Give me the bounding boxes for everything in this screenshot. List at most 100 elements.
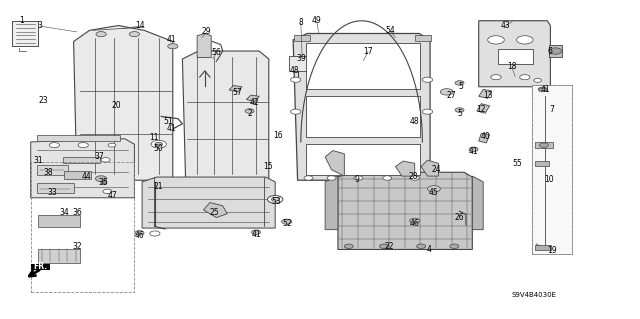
Text: 29: 29 xyxy=(202,27,212,36)
Text: 44: 44 xyxy=(81,172,92,181)
Circle shape xyxy=(291,77,301,82)
Circle shape xyxy=(422,109,433,114)
Text: 9: 9 xyxy=(355,175,360,184)
Text: 50: 50 xyxy=(154,144,164,153)
Polygon shape xyxy=(74,26,173,180)
Bar xyxy=(535,245,551,250)
Text: 48: 48 xyxy=(289,66,300,75)
Polygon shape xyxy=(479,89,492,98)
Circle shape xyxy=(549,48,562,54)
Polygon shape xyxy=(293,33,430,180)
Circle shape xyxy=(49,143,60,148)
Circle shape xyxy=(304,176,313,180)
Text: 48: 48 xyxy=(410,117,420,126)
Bar xyxy=(535,161,549,166)
Circle shape xyxy=(291,109,301,114)
Circle shape xyxy=(383,176,392,180)
Bar xyxy=(415,35,431,41)
Bar xyxy=(12,21,38,46)
Circle shape xyxy=(428,186,440,192)
Circle shape xyxy=(540,143,548,147)
Circle shape xyxy=(539,88,547,92)
Text: 41: 41 xyxy=(540,85,550,94)
Polygon shape xyxy=(182,51,269,180)
Text: 36: 36 xyxy=(72,208,82,217)
Text: 25: 25 xyxy=(209,208,220,217)
Text: 14: 14 xyxy=(134,21,145,30)
Text: 37: 37 xyxy=(94,152,104,161)
Text: 20: 20 xyxy=(111,101,122,110)
Bar xyxy=(38,215,80,227)
Circle shape xyxy=(488,36,504,44)
Bar xyxy=(64,171,91,179)
Text: 47: 47 xyxy=(107,191,117,200)
Circle shape xyxy=(282,219,292,224)
Text: FR.: FR. xyxy=(33,262,47,271)
Circle shape xyxy=(520,75,530,80)
Bar xyxy=(498,49,533,64)
Text: 53: 53 xyxy=(271,197,282,206)
Polygon shape xyxy=(246,95,259,101)
Circle shape xyxy=(380,244,388,249)
Text: 41: 41 xyxy=(468,147,479,156)
Circle shape xyxy=(108,143,116,147)
Circle shape xyxy=(516,36,533,44)
Text: 42: 42 xyxy=(250,98,260,107)
Circle shape xyxy=(450,244,459,249)
Text: 19: 19 xyxy=(547,246,557,255)
Circle shape xyxy=(135,231,144,235)
Circle shape xyxy=(491,75,501,80)
Text: 28: 28 xyxy=(408,172,417,181)
Text: 16: 16 xyxy=(273,131,284,140)
Text: 8: 8 xyxy=(298,18,303,27)
Polygon shape xyxy=(338,172,472,249)
Bar xyxy=(532,85,572,254)
Bar xyxy=(31,264,50,270)
Circle shape xyxy=(103,189,112,194)
Polygon shape xyxy=(204,203,227,218)
Bar xyxy=(532,85,572,254)
Text: 7: 7 xyxy=(549,105,554,114)
Text: 15: 15 xyxy=(262,162,273,171)
Text: 41: 41 xyxy=(166,124,177,133)
Text: 40: 40 xyxy=(480,132,490,141)
Text: 11: 11 xyxy=(149,133,158,142)
Polygon shape xyxy=(396,161,415,176)
Circle shape xyxy=(129,32,140,37)
Circle shape xyxy=(96,32,106,37)
Circle shape xyxy=(410,218,420,223)
Text: 46: 46 xyxy=(134,231,145,240)
Circle shape xyxy=(271,197,279,201)
Text: 45: 45 xyxy=(429,188,439,197)
Text: 2: 2 xyxy=(247,109,252,118)
Polygon shape xyxy=(31,139,134,198)
Bar xyxy=(306,43,420,89)
Circle shape xyxy=(354,176,363,180)
Bar xyxy=(37,135,120,141)
Circle shape xyxy=(534,78,541,82)
Circle shape xyxy=(245,109,254,113)
Bar xyxy=(38,249,80,263)
Text: 5: 5 xyxy=(458,82,463,91)
Text: 18: 18 xyxy=(508,63,516,71)
Text: 31: 31 xyxy=(33,156,44,165)
Text: 51: 51 xyxy=(163,117,173,126)
Text: 6: 6 xyxy=(548,47,553,56)
Circle shape xyxy=(538,87,547,92)
Text: 34: 34 xyxy=(59,208,69,217)
Polygon shape xyxy=(477,104,490,113)
Circle shape xyxy=(168,44,178,49)
Circle shape xyxy=(327,176,336,180)
Circle shape xyxy=(100,181,107,184)
Circle shape xyxy=(268,196,283,203)
Text: 41: 41 xyxy=(166,35,177,44)
Circle shape xyxy=(440,89,453,95)
Text: 17: 17 xyxy=(363,47,373,56)
Circle shape xyxy=(155,142,163,146)
Polygon shape xyxy=(229,85,242,92)
Circle shape xyxy=(469,147,478,152)
Circle shape xyxy=(95,176,107,182)
Text: 56: 56 xyxy=(211,48,221,57)
Text: 26: 26 xyxy=(454,213,465,222)
Circle shape xyxy=(422,77,433,82)
